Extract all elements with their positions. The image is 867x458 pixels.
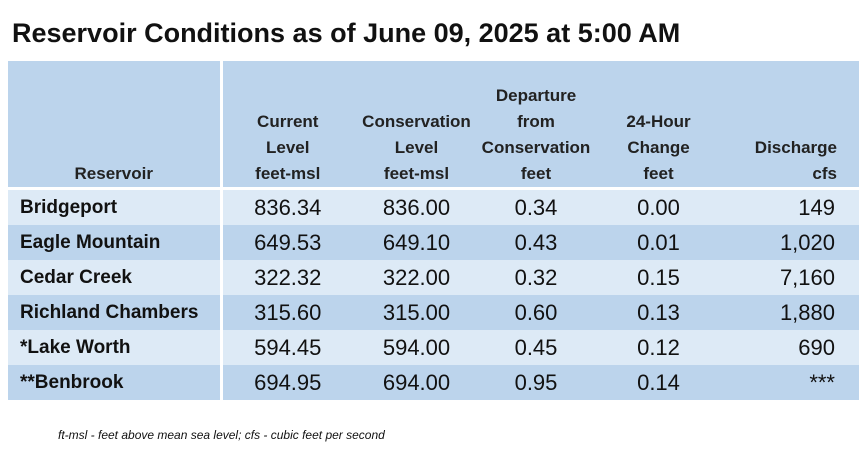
table-row: *Lake Worth 594.45 594.00 0.45 0.12 690 [8,330,859,365]
current-level-cell: 694.95 [221,365,353,400]
change-cell: 0.12 [592,330,725,365]
departure-cell: 0.60 [480,295,592,330]
conservation-level-cell: 836.00 [353,190,480,225]
table-row: Bridgeport 836.34 836.00 0.34 0.00 149 [8,190,859,225]
current-level-cell: 322.32 [221,260,353,295]
reservoir-name: Richland Chambers [8,295,223,330]
header-line: Current [257,112,319,131]
discharge-cell: 1,020 [725,225,859,260]
conservation-level-cell: 694.00 [353,365,480,400]
discharge-cell: 7,160 [725,260,859,295]
conservation-level-cell: 649.10 [353,225,480,260]
header-line: from [517,112,555,131]
discharge-cell: 149 [725,190,859,225]
header-line: cfs [812,164,837,183]
discharge-cell: *** [725,365,859,400]
header-reservoir: Reservoir [8,61,223,187]
footnote: ft-msl - feet above mean sea level; cfs … [58,428,385,442]
discharge-cell: 1,880 [725,295,859,330]
header-line: Departure [495,86,577,105]
header-line: Conservation [481,138,591,157]
table-row: Richland Chambers 315.60 315.00 0.60 0.1… [8,295,859,330]
current-level-cell: 649.53 [221,225,353,260]
reservoir-name: Bridgeport [8,190,223,225]
header-line: Conservation [362,112,471,131]
reservoir-name: Cedar Creek [8,260,223,295]
header-separator [8,187,859,190]
current-level-cell: 315.60 [221,295,353,330]
header-departure: Departure from Conservation feet [480,61,592,187]
conservation-level-cell: 315.00 [353,295,480,330]
reservoir-table: Reservoir Current Level feet-msl Conserv… [8,61,859,400]
reservoir-name: **Benbrook [8,365,223,400]
header-line: feet [643,164,674,183]
header-line: Change [627,138,690,157]
current-level-cell: 836.34 [221,190,353,225]
page-title: Reservoir Conditions as of June 09, 2025… [12,18,681,48]
header-line: Level [394,138,439,157]
header-line: feet-msl [383,164,450,183]
change-cell: 0.13 [592,295,725,330]
header-line: Discharge [754,138,837,157]
change-cell: 0.14 [592,365,725,400]
table-row: Eagle Mountain 649.53 649.10 0.43 0.01 1… [8,225,859,260]
change-cell: 0.00 [592,190,725,225]
departure-cell: 0.95 [480,365,592,400]
departure-cell: 0.32 [480,260,592,295]
header-line: feet [520,164,552,183]
table-header-row: Reservoir Current Level feet-msl Conserv… [8,61,859,187]
table-row: Cedar Creek 322.32 322.00 0.32 0.15 7,16… [8,260,859,295]
reservoir-name: Eagle Mountain [8,225,223,260]
header-24-hour-change: 24-Hour Change feet [592,61,725,187]
header-line: 24-Hour [626,112,691,131]
header-line: Reservoir [74,164,153,183]
table-row: **Benbrook 694.95 694.00 0.95 0.14 *** [8,365,859,400]
current-level-cell: 594.45 [221,330,353,365]
conservation-level-cell: 322.00 [353,260,480,295]
conservation-level-cell: 594.00 [353,330,480,365]
discharge-cell: 690 [725,330,859,365]
change-cell: 0.15 [592,260,725,295]
change-cell: 0.01 [592,225,725,260]
header-current-level: Current Level feet-msl [221,61,353,187]
departure-cell: 0.34 [480,190,592,225]
departure-cell: 0.43 [480,225,592,260]
reservoir-name: *Lake Worth [8,330,223,365]
header-discharge: Discharge cfs [725,61,859,187]
header-conservation-level: Conservation Level feet-msl [353,61,480,187]
departure-cell: 0.45 [480,330,592,365]
header-line: feet-msl [255,164,321,183]
header-line: Level [266,138,310,157]
